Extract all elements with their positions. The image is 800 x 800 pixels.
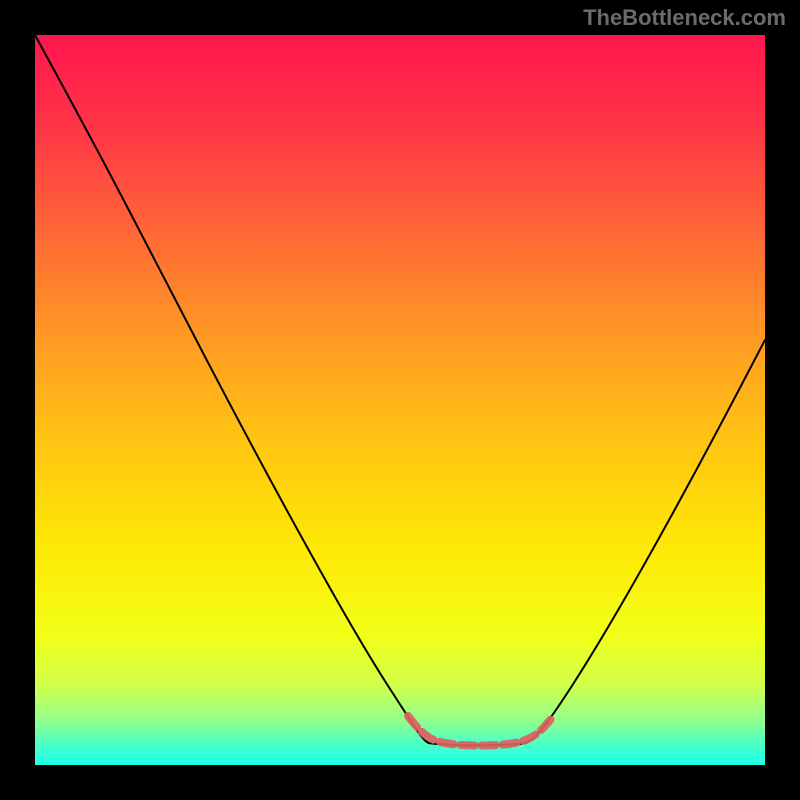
- chart-svg: [0, 0, 800, 800]
- plot-background: [35, 35, 765, 765]
- chart-container: TheBottleneck.com: [0, 0, 800, 800]
- watermark-text: TheBottleneck.com: [583, 5, 786, 31]
